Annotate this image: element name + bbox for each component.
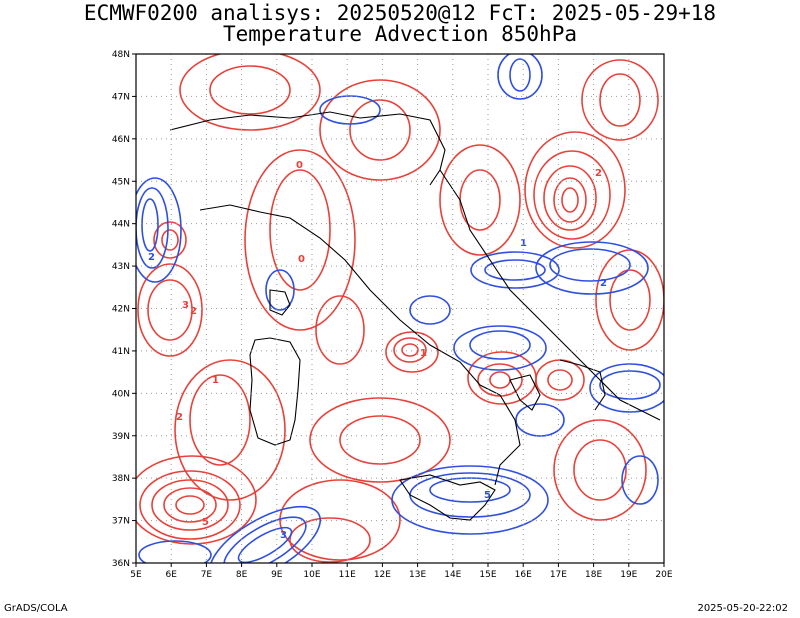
y-tick-label: 46N bbox=[112, 135, 130, 145]
map-title: ECMWF0200 analisys: 20250520@12 FcT: 202… bbox=[83, 1, 717, 25]
y-tick-label: 38N bbox=[112, 474, 130, 484]
y-tick-label: 44N bbox=[112, 220, 130, 230]
svg-text:5: 5 bbox=[202, 517, 209, 528]
x-tick-label: 12E bbox=[374, 570, 391, 580]
svg-text:5: 5 bbox=[484, 490, 491, 501]
svg-text:1: 1 bbox=[420, 348, 427, 359]
x-tick-label: 6E bbox=[165, 570, 177, 580]
y-tick-label: 43N bbox=[112, 262, 130, 272]
cold-advection-contours bbox=[136, 54, 664, 563]
graticule bbox=[136, 54, 664, 563]
svg-text:2: 2 bbox=[190, 306, 197, 317]
warm-advection-contours bbox=[136, 54, 664, 563]
x-tick-label: 15E bbox=[479, 570, 496, 580]
svg-text:2: 2 bbox=[176, 412, 183, 423]
x-tick-label: 9E bbox=[271, 570, 283, 580]
x-tick-label: 18E bbox=[585, 570, 602, 580]
y-tick-label: 48N bbox=[112, 50, 130, 60]
y-tick-label: 47N bbox=[112, 92, 130, 102]
y-tick-label: 41N bbox=[112, 347, 130, 357]
x-tick-label: 16E bbox=[515, 570, 532, 580]
x-tick-label: 11E bbox=[339, 570, 356, 580]
svg-text:2: 2 bbox=[148, 252, 155, 263]
x-tick-label: 10E bbox=[303, 570, 320, 580]
footer-software-label: GrADS/COLA bbox=[4, 603, 68, 614]
y-tick-label: 40N bbox=[112, 389, 130, 399]
svg-text:0: 0 bbox=[298, 254, 305, 265]
svg-text:1: 1 bbox=[520, 238, 527, 249]
advection-contours: 32 12 52 00 12 12 53 bbox=[136, 54, 664, 563]
x-tick-label: 5E bbox=[130, 570, 142, 580]
y-axis: 36N 37N 38N 39N 40N 41N 42N 43N 44N 45N 46N 47N 48N bbox=[112, 50, 136, 569]
svg-text:1: 1 bbox=[212, 375, 219, 386]
y-tick-label: 36N bbox=[112, 559, 130, 569]
svg-text:3: 3 bbox=[182, 300, 189, 311]
footer-timestamp: 2025-05-20-22:02 bbox=[697, 603, 788, 614]
x-tick-label: 7E bbox=[201, 570, 213, 580]
svg-text:2: 2 bbox=[595, 168, 602, 179]
y-tick-label: 45N bbox=[112, 177, 130, 187]
svg-text:0: 0 bbox=[296, 160, 303, 171]
x-tick-label: 17E bbox=[550, 570, 567, 580]
coastlines-borders bbox=[169, 111, 661, 521]
y-tick-label: 39N bbox=[112, 432, 130, 442]
x-tick-label: 8E bbox=[236, 570, 248, 580]
x-tick-label: 20E bbox=[655, 570, 672, 580]
x-tick-label: 19E bbox=[620, 570, 637, 580]
svg-text:3: 3 bbox=[280, 530, 287, 541]
x-tick-label: 14E bbox=[444, 570, 461, 580]
x-tick-label: 13E bbox=[409, 570, 426, 580]
contour-labels: 32 12 52 00 12 12 53 bbox=[148, 160, 607, 541]
map-subtitle: Temperature Advection 850hPa bbox=[222, 22, 577, 46]
svg-text:2: 2 bbox=[600, 278, 607, 289]
y-tick-label: 37N bbox=[112, 517, 130, 527]
y-tick-label: 42N bbox=[112, 305, 130, 315]
x-axis: 5E 6E 7E 8E 9E 10E 11E 12E 13E 14E 15E 16E 17E 18E 19E… bbox=[130, 563, 673, 580]
